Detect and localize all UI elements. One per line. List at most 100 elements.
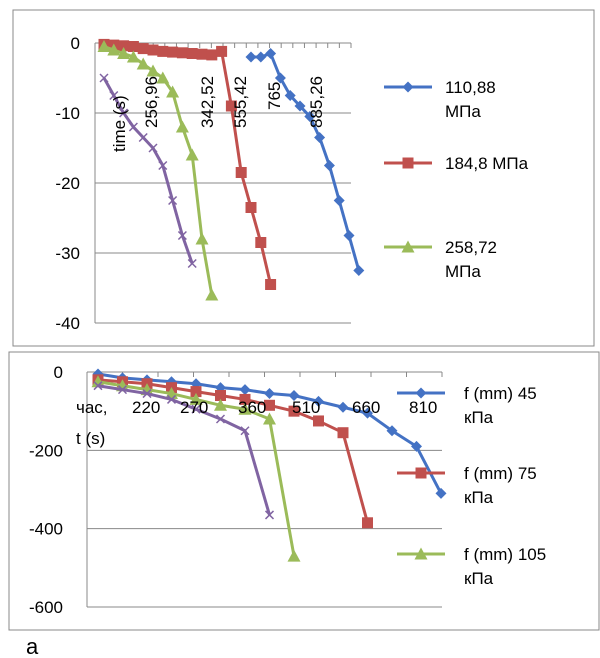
data-point [127, 41, 139, 52]
legend-label: МПа [445, 102, 481, 121]
data-point [304, 111, 316, 122]
x-tick-label: 510 [292, 398, 320, 417]
y-tick-label: -20 [55, 174, 80, 193]
data-point [189, 392, 203, 405]
data-point [91, 375, 105, 388]
data-point [147, 44, 159, 56]
legend-label: 110,88 [445, 78, 496, 97]
data-point [386, 425, 398, 437]
data-point [362, 407, 373, 419]
data-point [265, 279, 277, 290]
x-tick-label: 220 [132, 398, 160, 417]
data-point [142, 389, 152, 399]
chart1-xlabel: time (s) [110, 95, 129, 152]
data-point [215, 414, 226, 424]
data-point [435, 487, 447, 499]
data-point [214, 398, 227, 411]
y-tick-label: -200 [29, 441, 63, 460]
y-tick-label: -10 [55, 104, 80, 123]
legend-label: кПа [464, 569, 494, 588]
data-point [284, 90, 296, 101]
data-point [343, 230, 355, 241]
data-point [245, 202, 257, 213]
data-point [186, 48, 198, 59]
y-tick-label: -600 [29, 598, 63, 617]
legend-marker [401, 240, 415, 253]
data-point [265, 48, 277, 59]
data-point [176, 47, 188, 59]
x-tick-label: 342,52 [198, 76, 217, 128]
legend-marker [415, 467, 427, 479]
y-tick-label: -40 [55, 314, 80, 333]
data-point [337, 427, 349, 439]
data-point [146, 64, 160, 77]
x-tick-label: 765 [265, 82, 284, 110]
data-point [239, 384, 251, 396]
data-point [215, 390, 226, 401]
data-point [195, 232, 209, 245]
data-point [166, 85, 180, 98]
x-tick-label: 256,96 [142, 76, 161, 128]
legend-label: кПа [464, 488, 494, 507]
data-point [313, 415, 324, 427]
data-point [240, 426, 250, 436]
data-point [156, 71, 170, 84]
chart1: 0 -10 -20 -30 -40 256,96 342,52 555,42 765 885,2… [55, 34, 528, 333]
data-point [235, 167, 247, 178]
y-tick-label: 0 [71, 34, 80, 53]
data-point [287, 549, 301, 562]
data-point [138, 132, 148, 143]
data-point [255, 237, 267, 248]
data-point [167, 46, 179, 58]
data-point [126, 50, 140, 63]
data-point [337, 401, 349, 413]
data-point [323, 160, 335, 171]
data-point [117, 385, 128, 395]
figure-caption: a [26, 634, 39, 658]
data-point [168, 195, 178, 206]
data-point [119, 108, 129, 118]
chart2-xlabel: t (s) [76, 429, 105, 448]
data-point [117, 47, 131, 59]
x-tick-label: час, [76, 398, 108, 417]
data-point [128, 122, 138, 132]
data-point [333, 195, 345, 206]
data-point [353, 265, 365, 276]
data-point [314, 132, 326, 143]
x-tick-label: 660 [352, 398, 380, 417]
x-tick-label: 555,42 [231, 76, 250, 128]
data-point [97, 40, 111, 52]
data-point [177, 230, 187, 241]
data-point [137, 43, 149, 55]
data-point [216, 45, 228, 57]
legend-marker [414, 547, 428, 560]
data-point [274, 72, 286, 84]
data-point [118, 40, 130, 52]
legend-label: кПа [464, 408, 494, 427]
data-point [187, 258, 197, 269]
data-point [264, 388, 275, 400]
x-tick-label: 360 [238, 398, 266, 417]
legend-label: f (mm) 105 [464, 545, 546, 564]
data-point [263, 412, 276, 425]
legend-label: f (mm) 45 [464, 384, 537, 403]
x-tick-label: 270 [180, 398, 208, 417]
legend-label: МПа [445, 262, 481, 281]
data-point [196, 48, 208, 60]
y-tick-label: -30 [55, 244, 80, 263]
legend-marker [402, 81, 414, 93]
y-tick-label: 0 [54, 363, 63, 382]
data-point [239, 393, 251, 405]
chart2: 0 -200 -400 -600 час, 220 270 360 510 660 810 t (… [29, 363, 546, 617]
data-point [264, 510, 275, 520]
data-point [362, 517, 373, 529]
y-tick-label: -400 [29, 520, 63, 539]
data-point [185, 148, 199, 161]
data-point [288, 405, 300, 417]
data-point [148, 143, 158, 153]
series-line [97, 384, 271, 516]
legend-marker [402, 157, 414, 169]
data-point [157, 45, 169, 57]
data-point [264, 399, 275, 411]
data-point [109, 90, 119, 101]
